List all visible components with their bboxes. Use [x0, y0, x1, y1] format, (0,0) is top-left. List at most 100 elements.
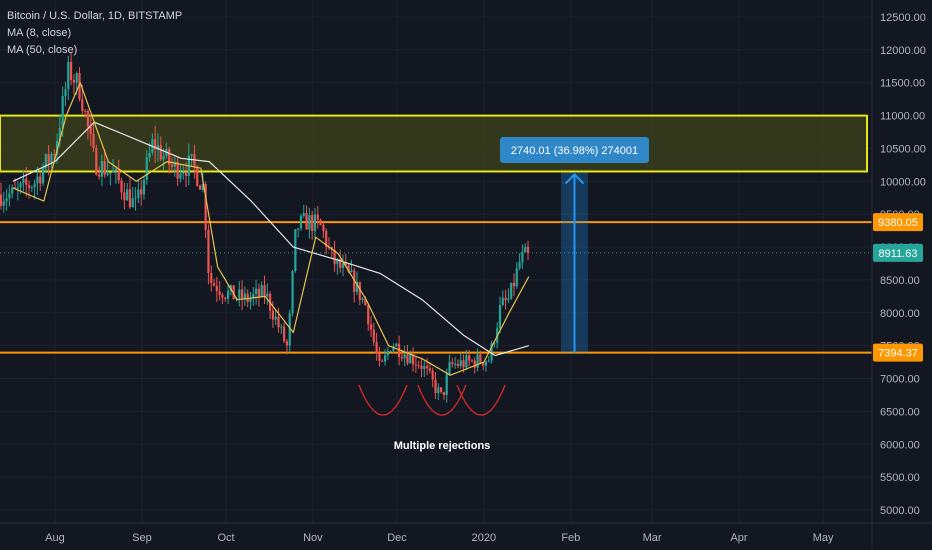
price-axis[interactable]: 12500.00 12000.00 11500.00 11000.00 10500.00…	[871, 0, 926, 550]
candle-body	[98, 174, 101, 177]
candle-body	[148, 152, 151, 158]
candle-body	[336, 258, 339, 265]
candle-body	[291, 271, 294, 314]
candle-body	[479, 354, 482, 363]
resistance-zone[interactable]	[0, 114, 868, 173]
candle-body	[434, 379, 437, 393]
candle-body	[204, 183, 207, 230]
x-tick-label: 2020	[472, 532, 496, 544]
resistance-price-tag-box[interactable]	[873, 213, 923, 232]
candle-body	[322, 224, 325, 231]
y-tick-label: 5000.00	[880, 505, 920, 517]
rejection-arc	[456, 384, 506, 416]
grid	[0, 0, 872, 523]
candle-body	[260, 285, 263, 297]
candle-body	[226, 290, 230, 299]
candle-body	[484, 361, 488, 366]
candle-body	[173, 161, 176, 167]
candle-body	[428, 368, 432, 371]
ma-slow-legend[interactable]: MA (50, close)	[7, 44, 78, 56]
candle-body	[243, 293, 246, 300]
candle-body	[114, 168, 118, 172]
candle-body	[179, 173, 182, 179]
horizontal-levels[interactable]	[0, 221, 872, 354]
candle-body	[372, 329, 375, 343]
x-tick-label: Feb	[561, 532, 580, 544]
candle-body	[297, 228, 300, 230]
candle-body	[456, 363, 460, 367]
candle-body	[176, 161, 179, 179]
y-tick-label: 12500.00	[880, 12, 926, 24]
candle-body	[64, 89, 67, 96]
candle-body	[367, 305, 370, 325]
candle-body	[389, 350, 392, 352]
candle-body	[47, 154, 50, 163]
candle-body	[159, 145, 162, 160]
candle-body	[69, 61, 73, 80]
candle-body	[361, 298, 364, 301]
candle-body	[445, 374, 448, 395]
y-tick-label: 11500.00	[880, 78, 925, 90]
candle-body	[277, 316, 280, 328]
candle-body	[333, 249, 336, 265]
candle-body	[81, 99, 84, 111]
candle-body	[11, 187, 14, 194]
candle-body	[109, 172, 112, 174]
measure-label-text: 2740.01 (36.98%) 274001	[511, 145, 638, 157]
time-axis[interactable]: Aug Sep Oct Nov Dec 2020 Feb Mar Apr May	[0, 522, 932, 544]
current-price-tag-box[interactable]	[873, 243, 923, 262]
candle-body	[53, 154, 56, 156]
x-tick-label: Mar	[643, 532, 662, 544]
resistance-zone-box[interactable]	[0, 114, 868, 173]
candle-body	[515, 268, 518, 287]
rejections-annotation: Multiple rejections	[394, 440, 491, 452]
candle-body	[36, 176, 39, 184]
candle-body	[353, 270, 356, 293]
candle-body	[210, 272, 213, 284]
candle-body	[459, 360, 462, 367]
candle-body	[308, 214, 311, 230]
candle-body	[423, 365, 426, 369]
ma-fast-legend[interactable]: MA (8, close)	[7, 27, 72, 39]
candle-body	[30, 187, 33, 189]
candle-body	[350, 270, 353, 273]
candle-body	[254, 288, 258, 294]
candle-body	[246, 293, 249, 302]
symbol-title[interactable]: Bitcoin / U.S. Dollar, 1D, BITSTAMP	[7, 10, 183, 22]
x-tick-label: Apr	[730, 532, 747, 544]
measure-tool[interactable]: 2740.01 (36.98%) 274001	[500, 137, 649, 353]
candle-body	[190, 154, 193, 156]
candle-body	[156, 145, 160, 150]
candle-body	[215, 285, 218, 292]
candle-body	[16, 187, 19, 189]
candle-body	[263, 285, 266, 297]
candle-body	[347, 265, 350, 273]
candle-body	[454, 363, 457, 365]
candle-body	[501, 297, 504, 305]
y-tick-label: 6500.00	[880, 406, 920, 418]
current-price-tag-text: 8911.63	[879, 248, 918, 260]
candle-body	[406, 354, 409, 364]
candle-body	[240, 289, 244, 300]
x-tick-label: Dec	[387, 532, 407, 544]
candle-body	[162, 155, 165, 160]
candle-body	[212, 283, 216, 286]
candle-body	[325, 230, 328, 247]
candle-body	[344, 263, 347, 266]
candle-body	[249, 298, 252, 302]
candle-body	[86, 111, 90, 127]
candle-body	[448, 362, 451, 375]
candle-body	[266, 293, 269, 297]
candle-body	[305, 213, 308, 230]
candle-body	[375, 342, 378, 354]
candle-body	[487, 360, 490, 362]
candle-body	[417, 365, 420, 367]
candle-body	[50, 154, 53, 163]
support-price-tag-box[interactable]	[873, 343, 923, 362]
y-tick-label: 8000.00	[880, 308, 920, 320]
candle-body	[142, 180, 146, 195]
candle-body	[313, 214, 317, 232]
x-tick-label: Nov	[303, 532, 323, 544]
candle-body	[341, 263, 345, 268]
